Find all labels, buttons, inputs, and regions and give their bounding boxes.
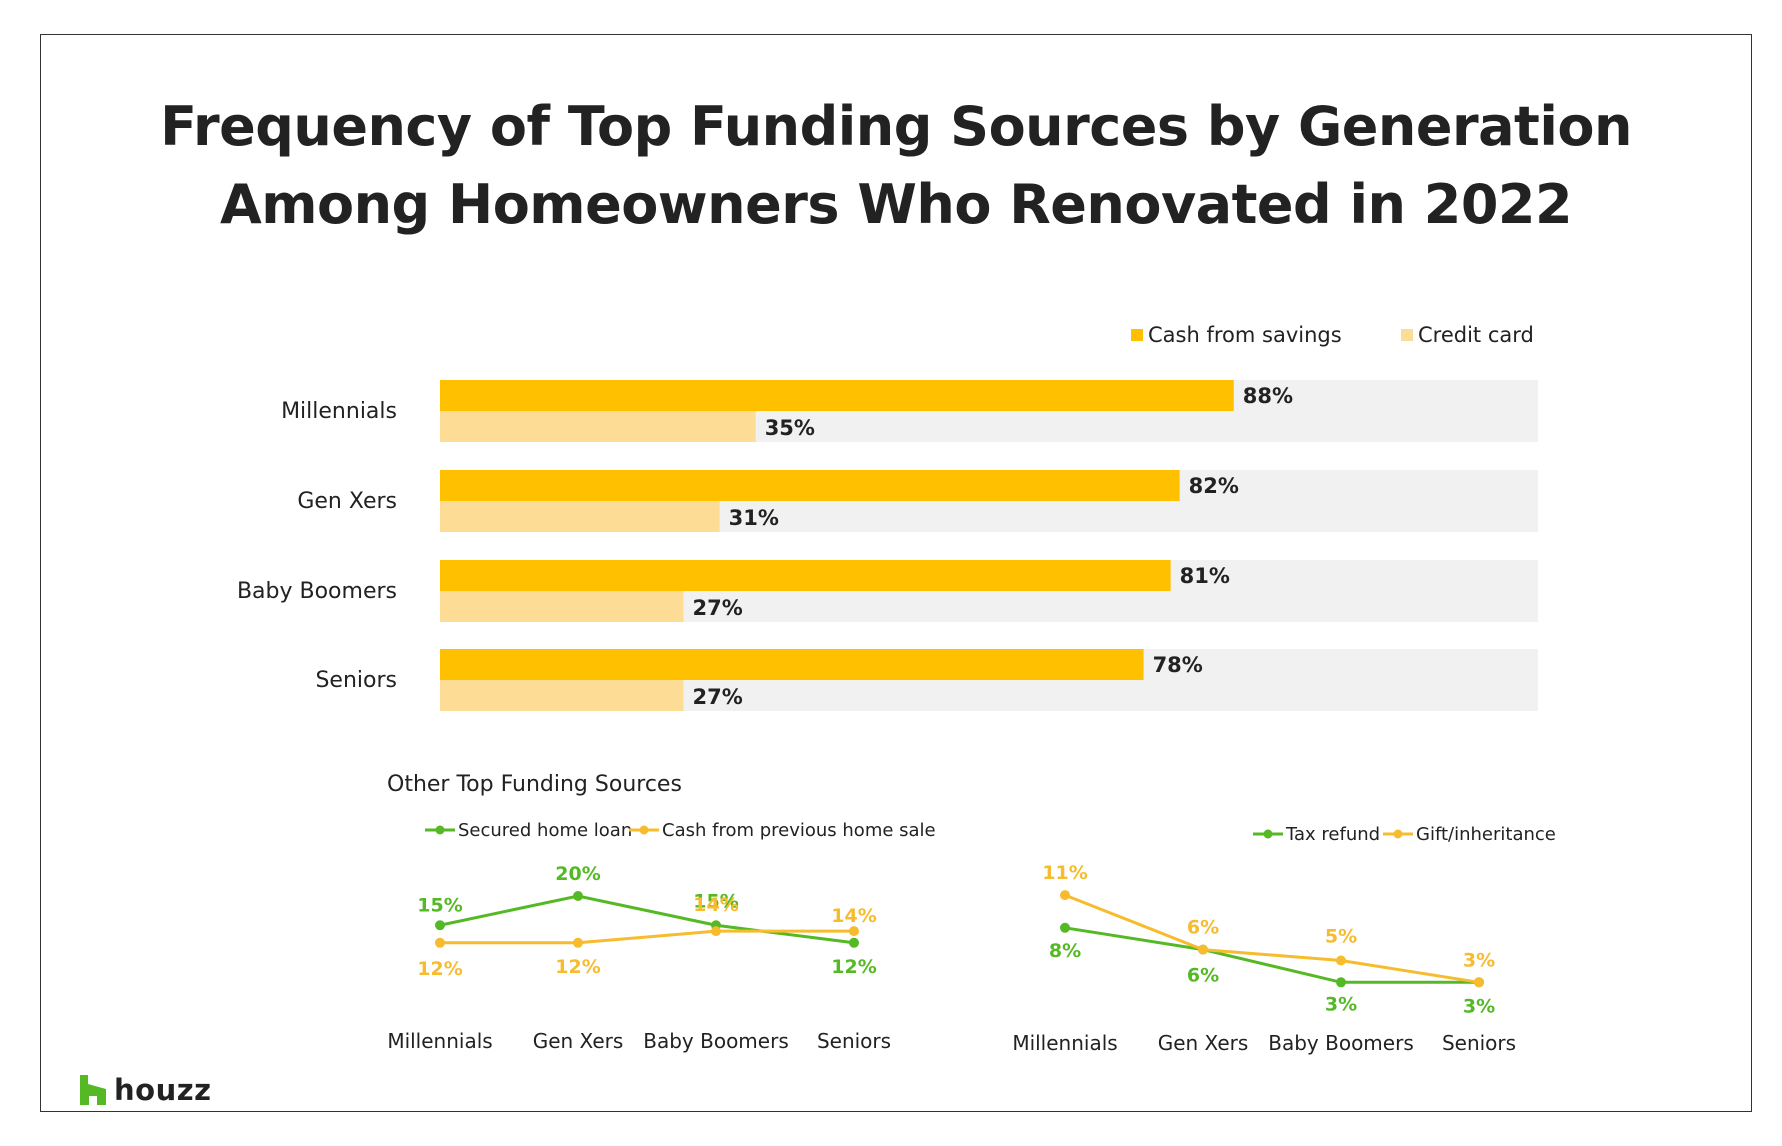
x-tick-label-gen-xers: Gen Xers bbox=[533, 1029, 624, 1053]
category-label-baby-boomers: Baby Boomers bbox=[237, 579, 397, 604]
bar-credit-gen-xers bbox=[440, 501, 720, 532]
data-label-gift-inheritance: 11% bbox=[1042, 862, 1087, 884]
x-tick-label-gen-xers: Gen Xers bbox=[1158, 1031, 1249, 1055]
data-label-savings: 82% bbox=[1189, 474, 1239, 498]
legend-marker-cash-from-previous-home-sale bbox=[639, 825, 649, 835]
data-label-savings: 78% bbox=[1153, 653, 1203, 677]
point-cash-from-previous-home-sale bbox=[849, 926, 859, 937]
point-cash-from-previous-home-sale bbox=[573, 937, 583, 948]
bar-credit-baby-boomers bbox=[440, 591, 684, 622]
line-tax-refund bbox=[1064, 926, 1479, 984]
data-label-secured-home-loan: 15% bbox=[693, 890, 738, 912]
data-label-gift-inheritance: 6% bbox=[1187, 917, 1219, 939]
data-label-gift-inheritance: 5% bbox=[1325, 926, 1357, 948]
x-tick-label-seniors: Seniors bbox=[817, 1029, 891, 1053]
legend-marker-secured-home-loan bbox=[435, 825, 445, 835]
data-label-tax-refund: 3% bbox=[1325, 993, 1357, 1015]
legend-marker-gift-inheritance bbox=[1393, 829, 1403, 839]
bar-savings-seniors bbox=[440, 649, 1144, 680]
title-line-1: Frequency of Top Funding Sources by Gene… bbox=[160, 95, 1632, 158]
data-label-credit: 35% bbox=[765, 416, 815, 440]
data-label-cash-from-previous-home-sale: 12% bbox=[417, 958, 462, 980]
chart-title: Frequency of Top Funding Sources by Gene… bbox=[40, 88, 1752, 244]
data-label-savings: 81% bbox=[1180, 564, 1230, 588]
data-label-tax-refund: 3% bbox=[1463, 995, 1495, 1017]
legend-label-secured-home-loan: Secured home loan bbox=[458, 820, 632, 841]
data-label-cash-from-previous-home-sale: 12% bbox=[555, 956, 600, 978]
x-tick-label-millennials: Millennials bbox=[1012, 1031, 1117, 1055]
title-line-2: Among Homeowners Who Renovated in 2022 bbox=[219, 173, 1573, 236]
bar-savings-millennials bbox=[440, 380, 1234, 411]
category-label-gen-xers: Gen Xers bbox=[297, 489, 397, 514]
category-label-millennials: Millennials bbox=[281, 399, 397, 424]
legend-label-gift-inheritance: Gift/inheritance bbox=[1416, 824, 1556, 845]
point-tax-refund bbox=[1336, 977, 1346, 988]
point-secured-home-loan bbox=[435, 920, 445, 931]
data-label-credit: 27% bbox=[693, 685, 743, 709]
houzz-h-icon bbox=[80, 1075, 106, 1105]
x-tick-label-baby-boomers: Baby Boomers bbox=[1268, 1031, 1414, 1055]
data-label-savings: 88% bbox=[1243, 384, 1293, 408]
point-cash-from-previous-home-sale bbox=[435, 937, 445, 948]
point-secured-home-loan bbox=[573, 891, 583, 901]
x-tick-label-baby-boomers: Baby Boomers bbox=[643, 1029, 789, 1053]
line-cash-from-previous-home-sale bbox=[440, 929, 854, 945]
legend-swatch-credit bbox=[1401, 329, 1413, 341]
point-gift-inheritance bbox=[1198, 944, 1208, 955]
legend-marker-tax-refund bbox=[1263, 829, 1273, 839]
data-label-tax-refund: 6% bbox=[1187, 965, 1219, 987]
houzz-logo: houzz bbox=[80, 1073, 212, 1107]
point-gift-inheritance bbox=[1336, 955, 1346, 966]
houzz-wordmark: houzz bbox=[114, 1073, 212, 1107]
legend-label-tax-refund: Tax refund bbox=[1285, 824, 1380, 845]
data-label-tax-refund: 8% bbox=[1049, 940, 1081, 962]
category-label-seniors: Seniors bbox=[315, 668, 397, 693]
data-label-secured-home-loan: 15% bbox=[417, 894, 462, 916]
subchart-title: Other Top Funding Sources bbox=[387, 772, 682, 797]
point-gift-inheritance bbox=[1060, 890, 1070, 901]
legend-label-savings: Cash from savings bbox=[1148, 323, 1342, 347]
bar-savings-gen-xers bbox=[440, 470, 1180, 501]
line-gift-inheritance bbox=[1064, 893, 1480, 984]
line-secured-home-loan bbox=[439, 894, 855, 945]
x-tick-label-seniors: Seniors bbox=[1442, 1031, 1516, 1055]
x-tick-label-millennials: Millennials bbox=[387, 1029, 492, 1053]
point-gift-inheritance bbox=[1474, 977, 1484, 988]
legend-label-credit: Credit card bbox=[1418, 323, 1534, 347]
point-tax-refund bbox=[1060, 922, 1070, 933]
data-label-cash-from-previous-home-sale: 14% bbox=[831, 905, 876, 927]
legend-swatch-savings bbox=[1131, 329, 1143, 341]
point-secured-home-loan bbox=[849, 937, 859, 948]
data-label-secured-home-loan: 12% bbox=[831, 956, 876, 978]
bar-credit-millennials bbox=[440, 411, 756, 442]
point-cash-from-previous-home-sale bbox=[711, 926, 721, 937]
data-label-gift-inheritance: 3% bbox=[1463, 949, 1495, 971]
data-label-credit: 27% bbox=[693, 596, 743, 620]
legend-label-cash-from-previous-home-sale: Cash from previous home sale bbox=[662, 820, 936, 841]
data-label-secured-home-loan: 20% bbox=[555, 863, 600, 885]
bar-credit-seniors bbox=[440, 680, 684, 711]
data-label-cash-from-previous-home-sale: 14% bbox=[693, 894, 738, 916]
bar-savings-baby-boomers bbox=[440, 560, 1171, 591]
data-label-credit: 31% bbox=[729, 506, 779, 530]
